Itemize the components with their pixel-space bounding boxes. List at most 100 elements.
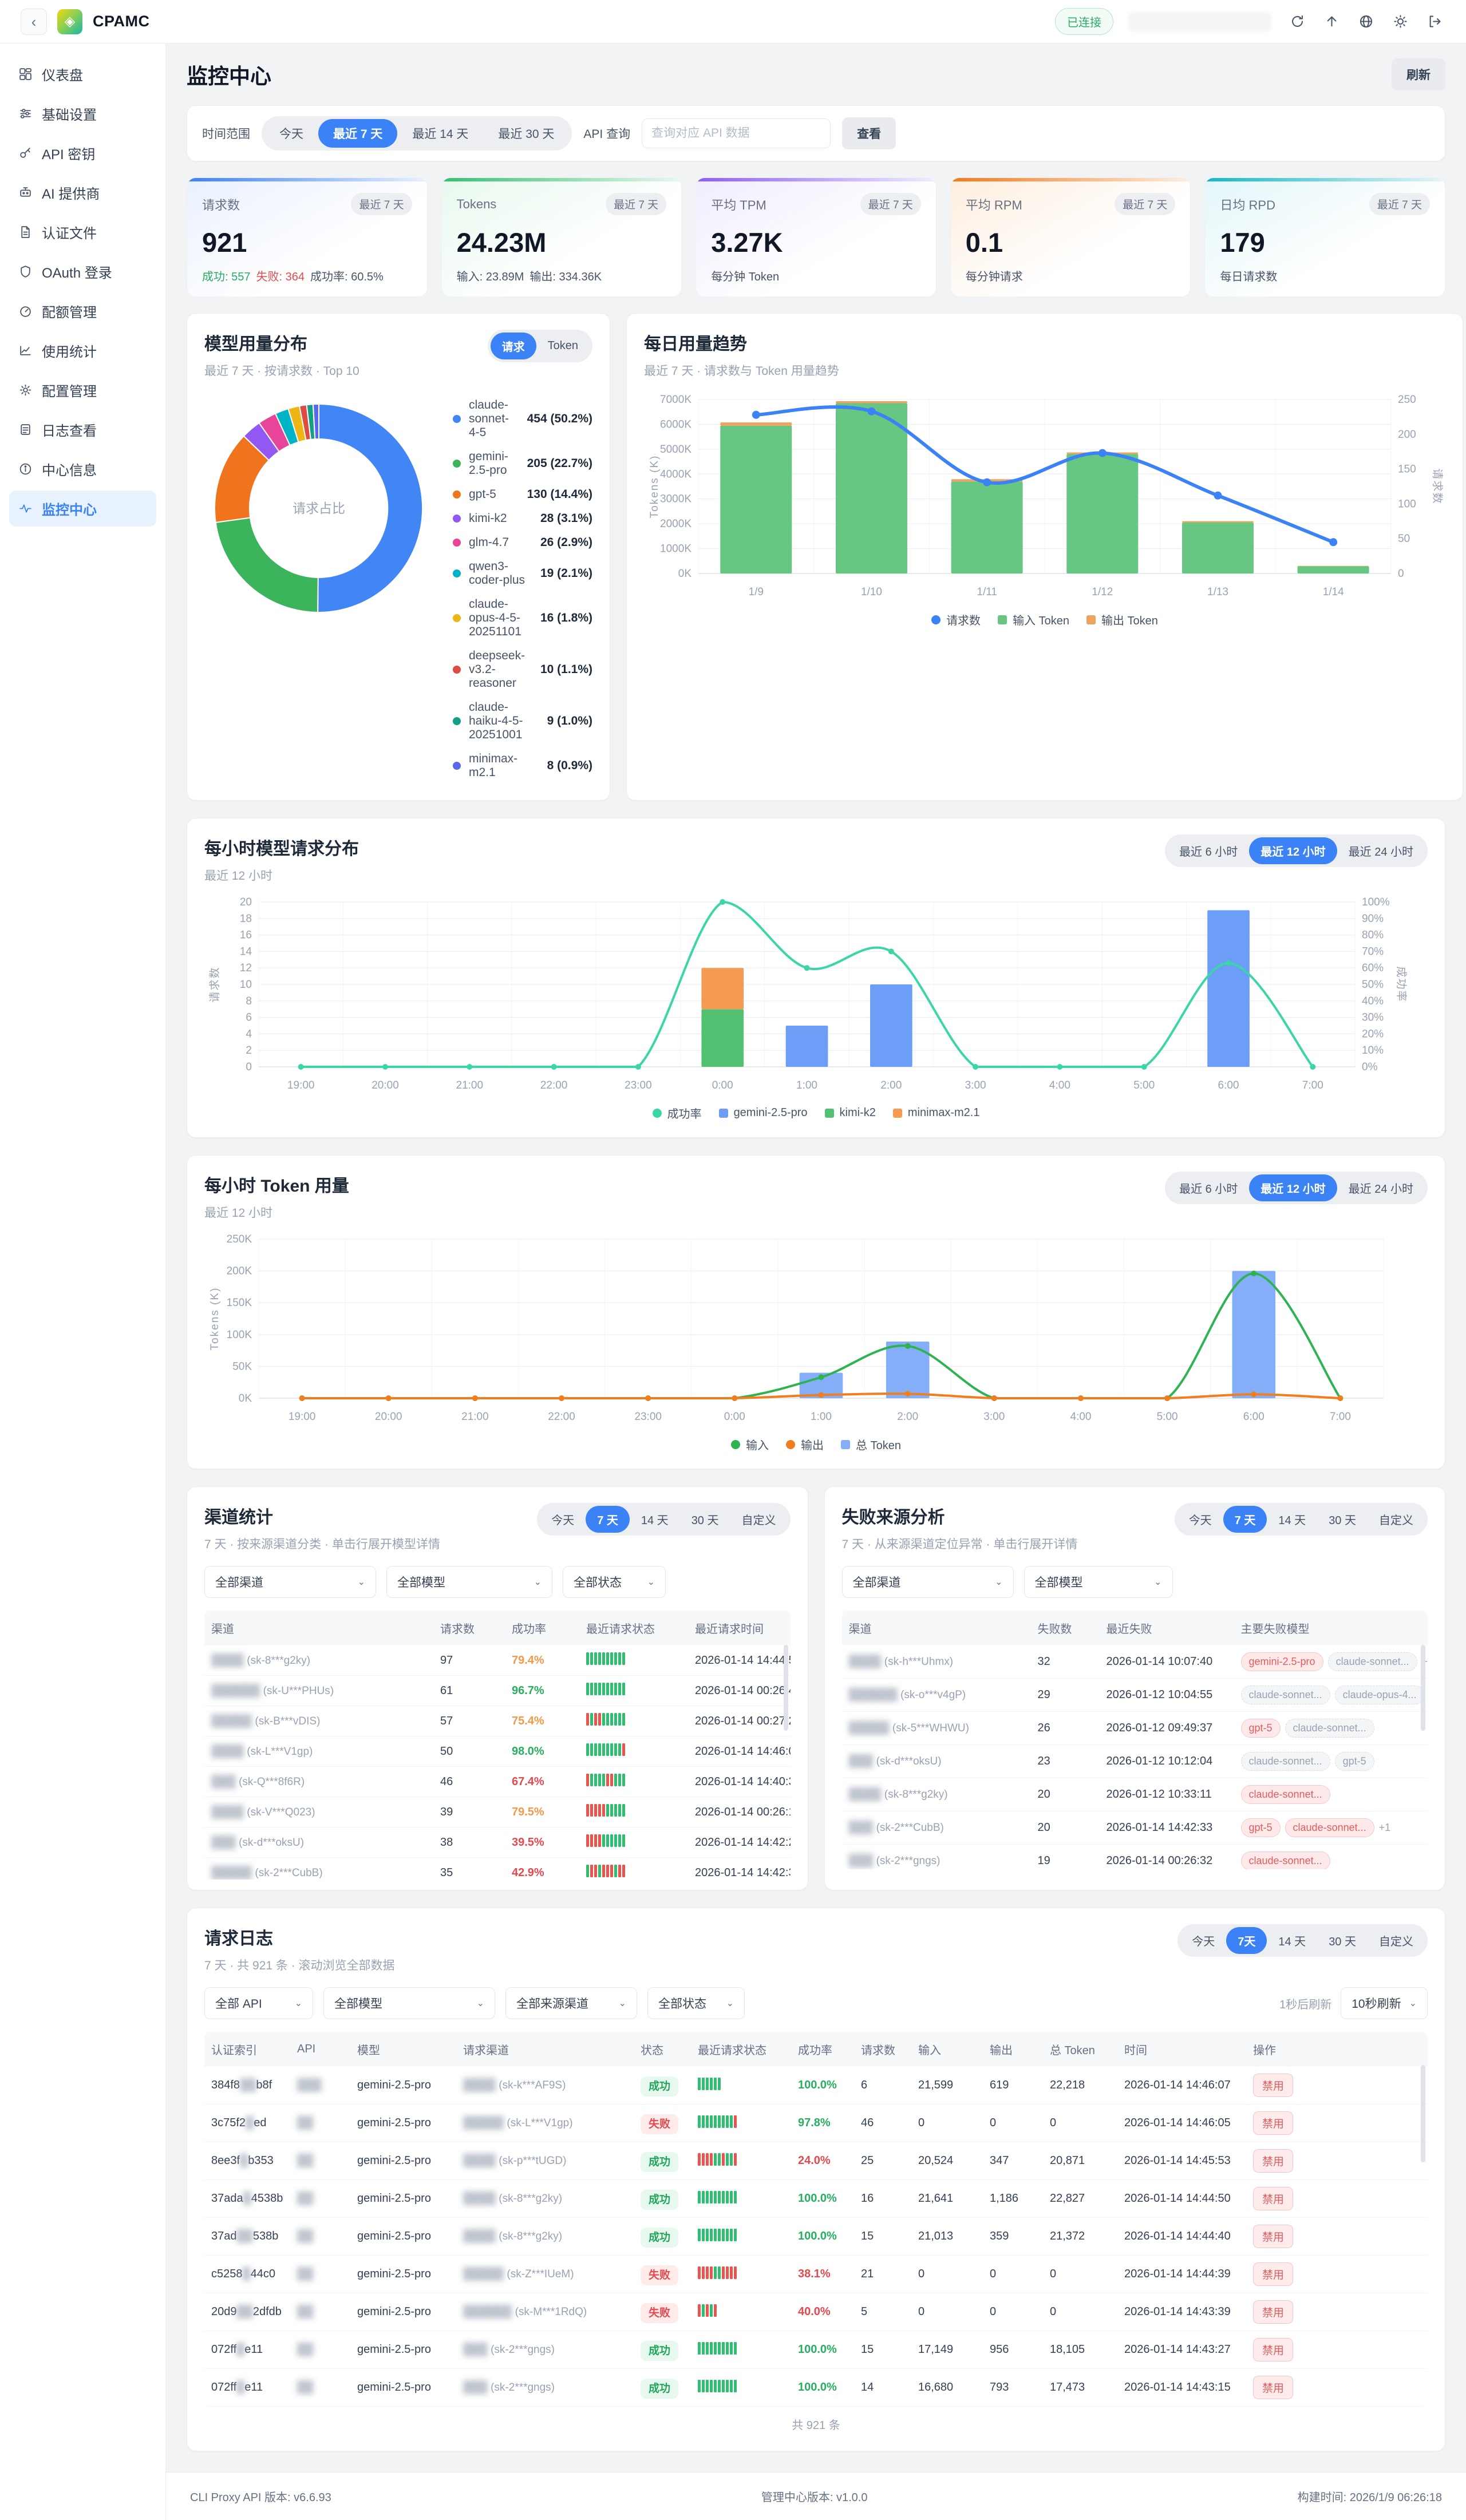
- legend-item[interactable]: 请求数: [931, 611, 981, 628]
- channel-range-segment-option[interactable]: 7 天: [586, 1506, 630, 1533]
- sidebar-item-dashboard[interactable]: 仪表盘: [9, 56, 156, 92]
- time-range-segment-option[interactable]: 今天: [279, 128, 303, 141]
- hourly-tokens-toggle-option[interactable]: 最近 24 小时: [1348, 1183, 1413, 1196]
- channel-table-row[interactable]: ████ (sk-V***Q023) 39 79.5% 2026-01-14 00:2…: [204, 1797, 791, 1827]
- failure-table-row[interactable]: ██████ (sk-o***v4gP) 29 2026-01-12 10:04:5…: [841, 1679, 1428, 1712]
- sidebar-item-sliders[interactable]: 基础设置: [9, 96, 156, 132]
- api-query-input[interactable]: [642, 118, 831, 148]
- globe-button[interactable]: [1355, 11, 1377, 33]
- channel-table-row[interactable]: █████ (sk-B***vDIS) 57 75.4% 2026-01-14 00:…: [204, 1706, 791, 1736]
- refresh-button[interactable]: [1286, 11, 1308, 33]
- logs-filter-select-2[interactable]: 全部来源渠道 ⌄: [505, 1987, 637, 2019]
- hourly-tokens-toggle-option[interactable]: 最近 6 小时: [1179, 1183, 1238, 1196]
- disable-button[interactable]: 禁用: [1253, 2187, 1294, 2210]
- logout-button[interactable]: [1424, 11, 1445, 33]
- hourly-requests-toggle-option[interactable]: 最近 6 小时: [1179, 846, 1238, 859]
- sidebar-item-logs[interactable]: 日志查看: [9, 412, 156, 448]
- time-range-segment-option[interactable]: 最近 30 天: [498, 128, 555, 141]
- failure-range-segment-option[interactable]: 自定义: [1379, 1514, 1413, 1527]
- failure-table-row[interactable]: ████ (sk-h***Uhmx) 32 2026-01-14 10:07:40 g…: [841, 1645, 1428, 1679]
- channel-filter-select-1[interactable]: 全部模型 ⌄: [386, 1566, 552, 1598]
- model-legend-row[interactable]: gemini-2.5-pro 205 (22.7%): [453, 445, 592, 482]
- model-legend-row[interactable]: gpt-5 130 (14.4%): [453, 483, 592, 506]
- legend-item[interactable]: 成功率: [652, 1105, 702, 1121]
- logs-table-row[interactable]: 37ad██538b ██ gemini-2.5-pro ████ (sk-8***g…: [204, 2218, 1428, 2256]
- legend-item[interactable]: 输入 Token: [998, 611, 1069, 628]
- model-legend-row[interactable]: claude-opus-4-5-20251101 16 (1.8%): [453, 593, 592, 643]
- hourly-requests-toggle-option[interactable]: 最近 12 小时: [1249, 837, 1337, 864]
- disable-button[interactable]: 禁用: [1253, 2338, 1294, 2361]
- sidebar-item-info[interactable]: 中心信息: [9, 451, 156, 487]
- scrollbar-thumb[interactable]: [783, 1645, 788, 1731]
- failure-filter-select-0[interactable]: 全部渠道 ⌄: [841, 1566, 1014, 1598]
- failure-range-segment-option[interactable]: 30 天: [1329, 1514, 1356, 1527]
- view-button[interactable]: 查看: [842, 117, 896, 149]
- logs-filter-select-1[interactable]: 全部模型 ⌄: [323, 1987, 495, 2019]
- channel-range-segment-option[interactable]: 30 天: [691, 1514, 719, 1527]
- legend-item[interactable]: 输出: [786, 1436, 824, 1453]
- model-dist-toggle-option[interactable]: 请求: [490, 333, 536, 359]
- sidebar-collapse-button[interactable]: ‹: [21, 8, 47, 35]
- failure-table-row[interactable]: █████ (sk-5***WHWU) 26 2026-01-12 09:49:37…: [841, 1712, 1428, 1745]
- logs-range-segment-option[interactable]: 30 天: [1329, 1936, 1356, 1948]
- legend-item[interactable]: gemini-2.5-pro: [718, 1106, 808, 1119]
- failure-range-segment-option[interactable]: 今天: [1188, 1514, 1212, 1527]
- disable-button[interactable]: 禁用: [1253, 2376, 1294, 2399]
- upload-button[interactable]: [1321, 11, 1342, 33]
- disable-button[interactable]: 禁用: [1253, 2111, 1294, 2135]
- disable-button[interactable]: 禁用: [1253, 2225, 1294, 2248]
- channel-table-row[interactable]: ████ (sk-8***g2ky) 97 79.4% 2026-01-14 14:4…: [204, 1645, 791, 1676]
- sidebar-item-gauge[interactable]: 配额管理: [9, 293, 156, 329]
- legend-item[interactable]: kimi-k2: [824, 1106, 876, 1119]
- failure-filter-select-1[interactable]: 全部模型 ⌄: [1024, 1566, 1173, 1598]
- disable-button[interactable]: 禁用: [1253, 2262, 1294, 2286]
- legend-item[interactable]: 总 Token: [841, 1436, 901, 1453]
- logs-table-row[interactable]: 072ff█e11 ██ gemini-2.5-pro ███ (sk-2***gng…: [204, 2369, 1428, 2407]
- channel-table-row[interactable]: █████ (sk-2***CubB) 35 42.9% 2026-01-14 14:…: [204, 1858, 791, 1880]
- logs-range-segment-option[interactable]: 7天: [1226, 1927, 1267, 1954]
- model-legend-row[interactable]: glm-4.7 26 (2.9%): [453, 531, 592, 554]
- scrollbar-thumb[interactable]: [1421, 1645, 1425, 1731]
- failure-table-row[interactable]: ███ (sk-d***oksU) 23 2026-01-12 10:12:04 cl…: [841, 1745, 1428, 1778]
- logs-table-row[interactable]: 8ee3f█b353 ██ gemini-2.5-pro ████ (sk-p***t…: [204, 2142, 1428, 2180]
- legend-item[interactable]: 输入: [731, 1436, 769, 1453]
- hourly-tokens-toggle-option[interactable]: 最近 12 小时: [1249, 1174, 1337, 1201]
- channel-filter-select-0[interactable]: 全部渠道 ⌄: [204, 1566, 376, 1598]
- logs-range-segment-option[interactable]: 今天: [1192, 1936, 1215, 1948]
- logs-filter-select-0[interactable]: 全部 API ⌄: [204, 1987, 313, 2019]
- model-legend-row[interactable]: claude-sonnet-4-5 454 (50.2%): [453, 394, 592, 444]
- disable-button[interactable]: 禁用: [1253, 2300, 1294, 2324]
- logs-filter-select-3[interactable]: 全部状态 ⌄: [647, 1987, 745, 2019]
- failure-table-row[interactable]: ████ (sk-8***g2ky) 20 2026-01-12 10:33:11 c…: [841, 1778, 1428, 1811]
- sidebar-item-key[interactable]: API 密钥: [9, 135, 156, 171]
- failure-table-row[interactable]: ███ (sk-2***gngs) 19 2026-01-14 00:26:32 cl…: [842, 1845, 1428, 1869]
- channel-table-row[interactable]: ███ (sk-d***oksU) 38 39.5% 2026-01-14 14:42…: [204, 1827, 791, 1858]
- model-legend-row[interactable]: qwen3-coder-plus 19 (2.1%): [453, 555, 592, 592]
- failure-range-segment-option[interactable]: 7 天: [1223, 1506, 1267, 1533]
- channel-range-segment-option[interactable]: 14 天: [641, 1514, 669, 1527]
- sidebar-item-activity[interactable]: 监控中心: [9, 490, 156, 527]
- model-legend-row[interactable]: kimi-k2 28 (3.1%): [453, 507, 592, 530]
- model-legend-row[interactable]: claude-haiku-4-5-20251001 9 (1.0%): [453, 696, 592, 746]
- time-range-segment-option[interactable]: 最近 14 天: [412, 128, 469, 141]
- legend-item[interactable]: minimax-m2.1: [892, 1106, 979, 1119]
- logs-range-segment-option[interactable]: 14 天: [1278, 1936, 1306, 1948]
- disable-button[interactable]: 禁用: [1253, 2149, 1294, 2173]
- channel-range-segment-option[interactable]: 今天: [551, 1514, 575, 1527]
- failure-range-segment-option[interactable]: 14 天: [1278, 1514, 1306, 1527]
- logs-table-row[interactable]: 384f8██b8f ███ gemini-2.5-pro ████ (sk-k***…: [204, 2067, 1428, 2104]
- time-range-segment-option[interactable]: 最近 7 天: [318, 119, 398, 148]
- channel-table-row[interactable]: ████ (sk-L***V1gp) 50 98.0% 2026-01-14 14:4…: [204, 1736, 791, 1767]
- logs-table-row[interactable]: c5258█44c0 ██ gemini-2.5-pro █████ (sk-Z***…: [204, 2256, 1428, 2293]
- disable-button[interactable]: 禁用: [1253, 2074, 1294, 2097]
- channel-filter-select-2[interactable]: 全部状态 ⌄: [563, 1566, 666, 1598]
- logs-table-row[interactable]: 20d9██2dfdb ██ gemini-2.5-pro ██████ (sk-M*…: [204, 2293, 1428, 2331]
- logs-table-row[interactable]: 37ada█4538b ██ gemini-2.5-pro ████ (sk-8***…: [204, 2180, 1428, 2218]
- model-legend-row[interactable]: minimax-m2.1 8 (0.9%): [453, 747, 592, 784]
- sidebar-item-shield[interactable]: OAuth 登录: [9, 254, 156, 290]
- scrollbar-thumb[interactable]: [1421, 2065, 1425, 2162]
- hourly-requests-toggle-option[interactable]: 最近 24 小时: [1348, 846, 1413, 859]
- channel-table-row[interactable]: ███ (sk-Q***8f6R) 46 67.4% 2026-01-14 14:40…: [204, 1767, 791, 1797]
- logs-table-row[interactable]: 3c75f2█ed ██ gemini-2.5-pro █████ (sk-L***V…: [204, 2104, 1428, 2142]
- sidebar-item-gear[interactable]: 配置管理: [9, 372, 156, 408]
